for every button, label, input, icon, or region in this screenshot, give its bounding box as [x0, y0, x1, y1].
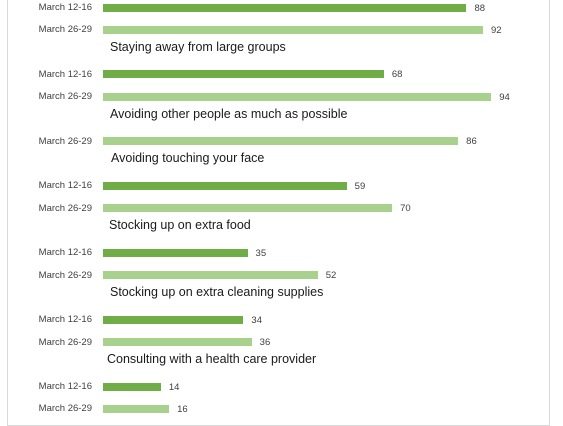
period-label: March 26-29 — [38, 135, 92, 147]
group-label: Consulting with a health care provider — [107, 351, 317, 366]
period-label: March 26-29 — [38, 403, 92, 415]
bar — [103, 404, 170, 413]
group-label: Avoiding other people as much as possibl… — [110, 106, 348, 121]
bar — [103, 137, 459, 146]
group-label: Avoiding touching your face — [111, 151, 265, 166]
value-label: 52 — [325, 270, 337, 282]
period-label: March 12-16 — [38, 314, 92, 326]
value-label: 16 — [177, 403, 188, 415]
period-label: March 26-29 — [38, 269, 92, 281]
bar — [103, 315, 244, 324]
value-label: 59 — [354, 180, 366, 192]
value-label: 70 — [400, 203, 411, 215]
bar — [103, 92, 492, 101]
value-label: 68 — [391, 69, 403, 81]
period-label: March 26-29 — [38, 91, 92, 103]
bar — [103, 248, 248, 257]
value-label: 36 — [259, 337, 271, 348]
period-label: March 12-16 — [38, 180, 92, 192]
period-label: March 12-16 — [38, 247, 92, 259]
period-label: March 26-29 — [38, 24, 92, 36]
period-label: March 12-16 — [38, 2, 92, 13]
group-label: Stocking up on extra food — [109, 218, 251, 232]
value-label: 88 — [474, 2, 486, 14]
bar — [103, 382, 161, 391]
group-label: Staying away from large groups — [110, 39, 286, 54]
chart-frame-left — [7, 0, 8, 426]
value-label: 14 — [168, 381, 180, 393]
bar — [103, 338, 252, 346]
value-label: 94 — [499, 91, 510, 103]
chart-frame-right — [549, 0, 550, 426]
period-label: March 12-16 — [38, 68, 92, 80]
bar — [103, 181, 347, 190]
bar — [103, 70, 384, 79]
group-label: Stocking up on extra cleaning supplies — [110, 284, 324, 299]
value-label: 92 — [490, 24, 502, 36]
period-label: March 26-29 — [38, 336, 92, 348]
value-label: 35 — [255, 247, 267, 259]
bar — [103, 271, 318, 280]
value-label: 86 — [466, 136, 477, 148]
period-label: March 26-29 — [38, 202, 92, 214]
value-label: 34 — [251, 314, 262, 326]
bar — [103, 25, 483, 34]
bar — [103, 204, 393, 213]
bar — [103, 3, 467, 12]
period-label: March 12-16 — [38, 381, 92, 393]
